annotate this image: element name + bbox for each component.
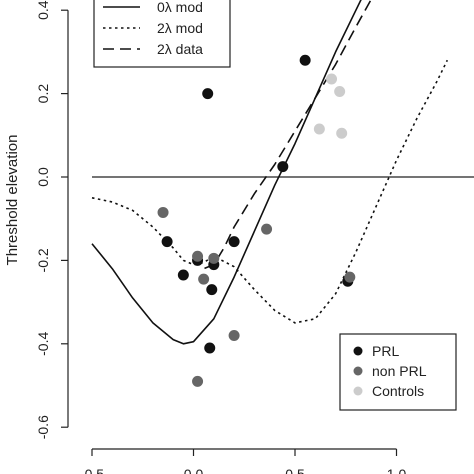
legend-points: PRL non PRL Controls xyxy=(339,333,457,411)
point-non-prl xyxy=(192,375,204,387)
legend-point-label: PRL xyxy=(372,343,399,359)
legend-point-marker xyxy=(353,346,363,356)
point-prl xyxy=(299,54,311,66)
point-prl xyxy=(161,236,173,248)
point-non-prl xyxy=(157,206,169,218)
legend-line-label: 2λ data xyxy=(157,41,203,57)
y-tick-label: 0.2 xyxy=(35,84,51,104)
point-prl xyxy=(206,284,218,296)
point-prl xyxy=(202,88,214,100)
legend-point-label: Controls xyxy=(372,383,424,399)
point-non-prl xyxy=(344,271,356,283)
point-prl xyxy=(204,342,216,354)
x-tick-label: 0.0 xyxy=(184,466,204,474)
y-axis-title: Threshold elevation xyxy=(4,135,21,266)
point-non-prl xyxy=(261,223,273,235)
legend-point-marker xyxy=(353,386,363,396)
point-non-prl xyxy=(228,329,240,341)
point-non-prl xyxy=(198,273,210,285)
point-controls xyxy=(313,123,325,135)
point-controls xyxy=(336,127,348,139)
legend-lines-box xyxy=(93,0,231,68)
point-non-prl xyxy=(192,250,204,262)
legend-line-label: 0λ mod xyxy=(157,0,203,15)
x-tick-label: -0.5 xyxy=(80,466,104,474)
y-tick-label: 0.0 xyxy=(35,167,51,187)
legend-point-label: non PRL xyxy=(372,363,427,379)
legend-point-marker xyxy=(353,366,363,376)
curve-dotted xyxy=(91,59,449,324)
point-controls xyxy=(334,86,346,98)
x-tick-label: 0.5 xyxy=(285,466,305,474)
legend-lines: 0λ mod 2λ mod 2λ data xyxy=(93,0,231,68)
point-prl xyxy=(277,161,289,173)
point-controls xyxy=(326,73,338,85)
y-tick-label: -0.6 xyxy=(35,415,51,439)
x-tick-label: 1.0 xyxy=(387,466,407,474)
y-tick-label: -0.4 xyxy=(35,332,51,356)
y-tick-label: 0.4 xyxy=(35,0,51,20)
point-non-prl xyxy=(208,252,220,264)
point-prl xyxy=(177,269,189,281)
curve-solid xyxy=(91,0,362,345)
y-tick-label: -0.2 xyxy=(35,248,51,272)
legend-line-label: 2λ mod xyxy=(157,20,203,36)
point-prl xyxy=(228,236,240,248)
